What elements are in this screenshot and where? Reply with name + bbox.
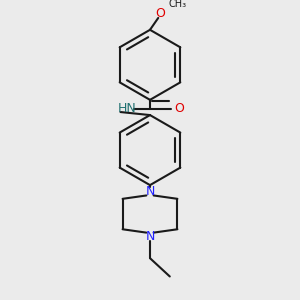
Text: N: N (145, 230, 155, 243)
Text: N: N (145, 185, 155, 198)
Text: O: O (174, 103, 184, 116)
Text: HN: HN (118, 103, 136, 116)
Text: CH₃: CH₃ (168, 0, 187, 9)
Text: O: O (156, 7, 166, 20)
